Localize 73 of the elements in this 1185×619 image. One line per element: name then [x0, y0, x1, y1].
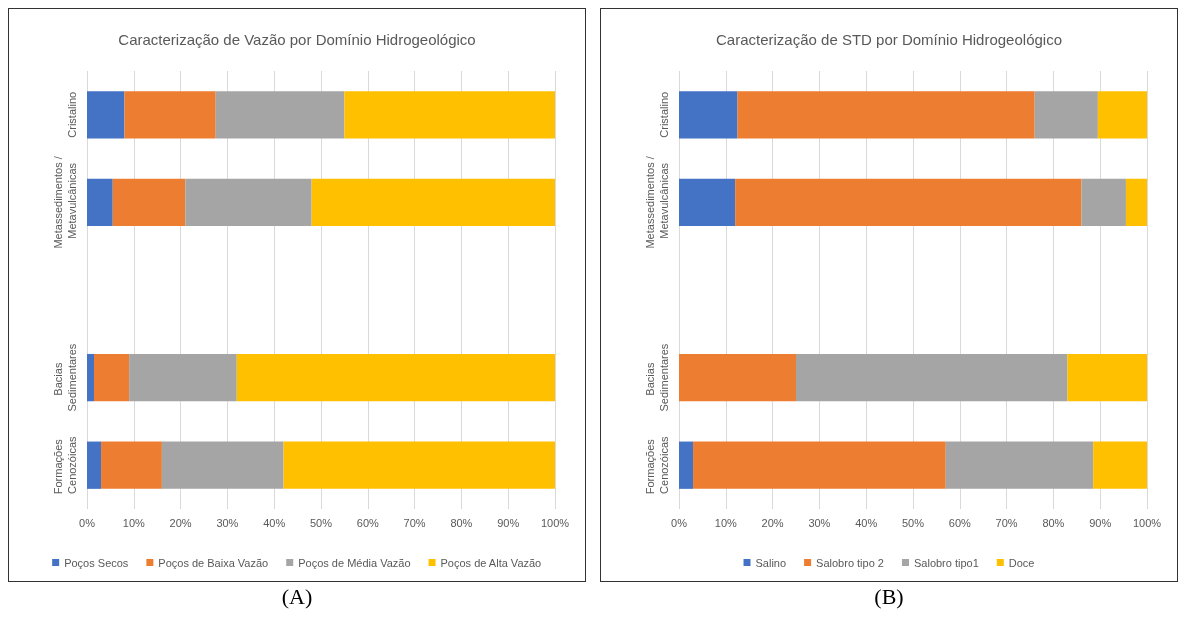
y-tick-label: Formações Cenozóicas	[52, 435, 78, 495]
x-tick-label: 100%	[540, 516, 570, 529]
chart-title: Caracterização de Vazão por Domínio Hidrogeológico	[118, 31, 476, 48]
x-tick-label: 20%	[761, 516, 784, 529]
bar	[87, 91, 125, 139]
bar	[735, 178, 1082, 227]
text: (A)	[281, 583, 313, 611]
x-tick-label: 70%	[995, 516, 1018, 529]
y-tick-label: Bacias Sedimentares	[52, 343, 78, 412]
bar	[1097, 91, 1147, 139]
legend-label: Salino	[755, 556, 787, 569]
x-tick-label: 30%	[216, 516, 239, 529]
x-tick-label: 30%	[808, 516, 831, 529]
x-tick-label: 20%	[169, 516, 192, 529]
bar	[94, 353, 130, 402]
legend-label: Poços de Baixa Vazão	[158, 556, 269, 569]
y-tick-label: Metassedimentos / Metavulcânicas	[52, 155, 78, 249]
bar	[129, 353, 237, 402]
bar	[1125, 178, 1147, 227]
bar	[344, 91, 555, 139]
bar	[283, 441, 555, 489]
bar	[1034, 91, 1098, 139]
bar	[124, 91, 216, 139]
bar	[693, 441, 946, 489]
x-tick-label: 0%	[79, 516, 96, 529]
bar	[87, 178, 113, 227]
bar	[679, 353, 796, 402]
bar	[87, 353, 95, 402]
x-tick-label: 60%	[948, 516, 972, 529]
legend-label: Poços de Média Vazão	[298, 556, 411, 569]
text: (B)	[874, 583, 904, 611]
x-tick-label: 100%	[1132, 516, 1162, 529]
bar	[1067, 353, 1147, 402]
x-tick-label: 90%	[497, 516, 520, 529]
bar	[945, 441, 1094, 489]
legend-label: Poços Secos	[64, 556, 129, 569]
bar	[1081, 178, 1126, 227]
x-tick-label: 80%	[1042, 516, 1065, 529]
bar	[215, 91, 345, 139]
x-tick-label: 50%	[901, 516, 925, 529]
legend-label: Salobro tipo1	[913, 556, 979, 569]
x-tick-label: 50%	[309, 516, 333, 529]
bar	[101, 441, 162, 489]
x-tick-label: 10%	[122, 516, 146, 529]
bar	[185, 178, 312, 227]
bar	[236, 353, 555, 402]
legend-label: Poços de Alta Vazão	[440, 556, 542, 569]
bar	[112, 178, 186, 227]
x-tick-label: 40%	[263, 516, 286, 529]
bar	[679, 178, 736, 227]
bar	[737, 91, 1035, 139]
bar	[679, 441, 694, 489]
bar	[1093, 441, 1147, 489]
y-tick-label: Formações Cenozóicas	[644, 435, 670, 495]
y-tick-label: Bacias Sedimentares	[644, 343, 670, 412]
bar	[87, 441, 102, 489]
y-tick-label: Cristalino	[66, 91, 78, 138]
bar	[311, 178, 555, 227]
x-tick-label: 70%	[403, 516, 426, 529]
bar	[161, 441, 284, 489]
bar	[796, 353, 1068, 402]
legend-label: Doce	[1008, 556, 1035, 569]
chart-title: Caracterização de STD por Domínio Hidrogeológico	[716, 31, 1062, 48]
x-tick-label: 0%	[671, 516, 688, 529]
bar	[679, 91, 738, 139]
x-tick-label: 60%	[356, 516, 380, 529]
legend-label: Salobro tipo 2	[816, 556, 884, 569]
y-tick-label: Cristalino	[658, 91, 670, 138]
y-tick-label: Metassedimentos / Metavulcânicas	[644, 155, 670, 249]
x-tick-label: 10%	[714, 516, 738, 529]
x-tick-label: 80%	[450, 516, 473, 529]
x-tick-label: 40%	[855, 516, 878, 529]
x-tick-label: 90%	[1089, 516, 1112, 529]
